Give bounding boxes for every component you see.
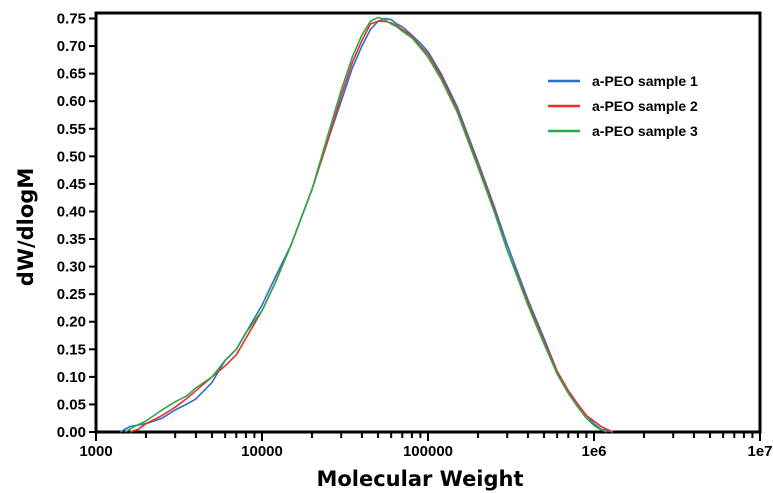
y-tick-label: 0.00 bbox=[57, 424, 86, 441]
series-line-3 bbox=[124, 16, 608, 433]
y-tick-label: 0.70 bbox=[57, 38, 86, 55]
series-group bbox=[119, 16, 614, 433]
y-tick-label: 0.30 bbox=[57, 259, 86, 276]
y-tick-label: 0.60 bbox=[57, 93, 86, 110]
y-tick-label: 0.75 bbox=[57, 11, 86, 28]
y-tick-label: 0.50 bbox=[57, 148, 86, 165]
legend-label-3: a-PEO sample 3 bbox=[592, 123, 698, 139]
x-tick-label: 1e7 bbox=[747, 443, 772, 460]
x-tick-label: 1e6 bbox=[581, 443, 606, 460]
y-tick-label: 0.15 bbox=[57, 341, 86, 358]
y-tick-label: 0.25 bbox=[57, 286, 86, 303]
y-tick-label: 0.35 bbox=[57, 231, 86, 248]
y-axis-title: dW/dlogM bbox=[14, 168, 38, 286]
x-axis-title: Molecular Weight bbox=[316, 467, 523, 491]
y-tick-label: 0.20 bbox=[57, 314, 86, 331]
y-axis: 0.00 0.05 0.10 0.15 0.20 0.25 0.30 0.35 0.40 0.45… bbox=[57, 11, 96, 441]
x-tick-label: 10000 bbox=[241, 443, 283, 460]
legend-label-1: a-PEO sample 1 bbox=[592, 73, 698, 89]
series-line-2 bbox=[129, 20, 614, 433]
y-tick-label: 0.05 bbox=[57, 396, 86, 413]
x-tick-label: 1000 bbox=[79, 443, 112, 460]
legend-label-2: a-PEO sample 2 bbox=[592, 98, 698, 114]
series-line-1 bbox=[119, 17, 614, 433]
y-tick-label: 0.65 bbox=[57, 66, 86, 83]
x-tick-label: 100000 bbox=[403, 443, 453, 460]
y-tick-label: 0.40 bbox=[57, 203, 86, 220]
legend: a-PEO sample 1 a-PEO sample 2 a-PEO sample… bbox=[548, 73, 698, 139]
y-tick-label: 0.10 bbox=[57, 369, 86, 386]
x-axis: 1000 10000 100000 1e6 1e7 bbox=[79, 432, 773, 460]
y-tick-label: 0.55 bbox=[57, 121, 86, 138]
y-tick-label: 0.45 bbox=[57, 176, 86, 193]
